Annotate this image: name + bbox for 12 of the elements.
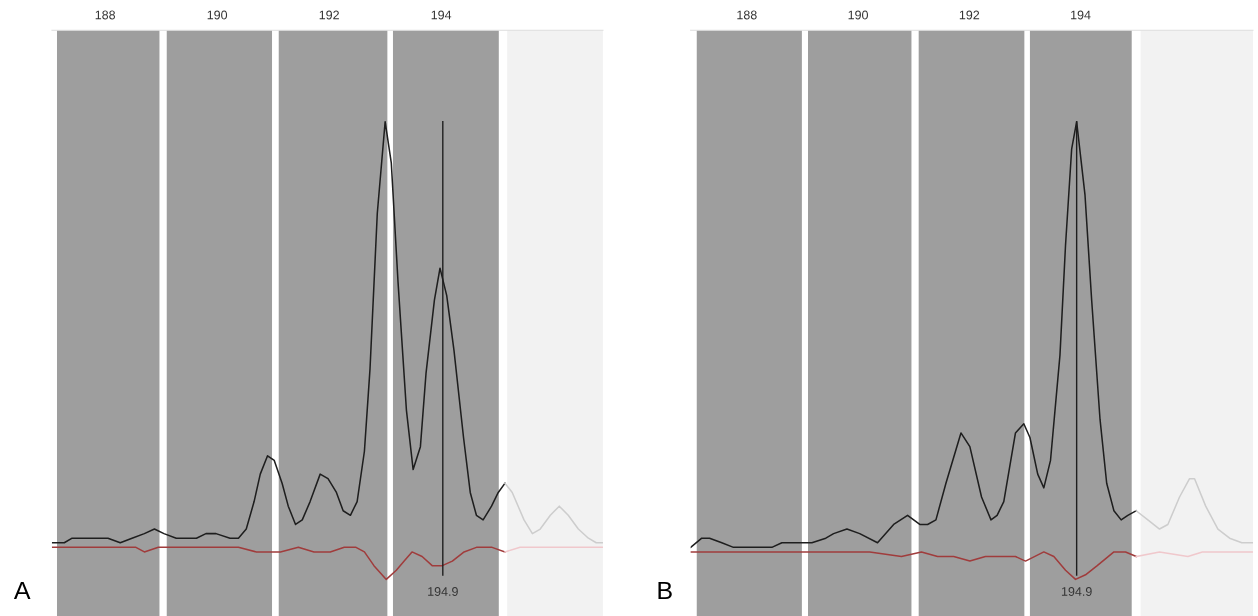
text: B [658,581,672,600]
text: 194.9 [428,587,458,596]
x-tick-label: 194 [431,10,452,20]
x-tick-label: 190 [207,10,228,20]
x-tick-label: 188 [737,10,757,20]
x-tick-label: 190 [848,10,868,20]
x-tick-label: 188 [95,10,116,20]
x-tick-label: 192 [319,10,339,20]
text: 194.9 [1061,587,1092,596]
text: A [13,581,31,600]
x-tick-label: 194 [1071,10,1091,20]
x-tick-label: 192 [959,10,980,20]
